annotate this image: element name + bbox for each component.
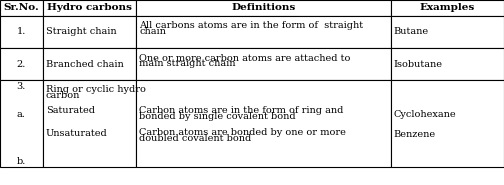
Text: All carbons atoms are in the form of  straight: All carbons atoms are in the form of str… (139, 21, 363, 30)
Text: Benzene: Benzene (394, 130, 436, 139)
Text: 3.: 3. (17, 82, 26, 91)
Text: main straight chain: main straight chain (139, 59, 235, 68)
Text: Carbon atoms are bonded by one or more: Carbon atoms are bonded by one or more (139, 128, 346, 137)
Bar (391, 0, 504, 16)
Text: Sr.No.: Sr.No. (4, 3, 39, 12)
Text: Straight chain: Straight chain (46, 27, 116, 36)
Text: Branched chain: Branched chain (46, 60, 123, 69)
Bar (391, 48, 504, 80)
Bar (43, 80, 136, 166)
Bar (391, 80, 504, 166)
Text: Unsaturated: Unsaturated (46, 129, 108, 138)
Text: Carbon atoms are in the form of ring and: Carbon atoms are in the form of ring and (139, 106, 344, 115)
Text: carbon: carbon (46, 91, 80, 100)
Text: a.: a. (17, 110, 26, 119)
Bar (136, 48, 391, 80)
Text: Definitions: Definitions (231, 3, 295, 12)
Bar (43, 48, 136, 80)
Bar (0, 48, 43, 80)
Text: Cyclohexane: Cyclohexane (394, 110, 456, 119)
Bar (136, 80, 391, 166)
Bar (0, 0, 43, 16)
Bar (136, 16, 391, 48)
Text: 1.: 1. (17, 27, 26, 36)
Text: b.: b. (17, 157, 26, 166)
Text: 2.: 2. (17, 60, 26, 69)
Bar (136, 0, 391, 16)
Text: Butane: Butane (394, 27, 429, 36)
Text: doubled covalent bond: doubled covalent bond (139, 134, 251, 143)
Bar (43, 0, 136, 16)
Bar (391, 16, 504, 48)
Text: Ring or cyclic hydro: Ring or cyclic hydro (46, 85, 146, 94)
Bar (0, 80, 43, 166)
Text: Isobutane: Isobutane (394, 60, 443, 69)
Text: Saturated: Saturated (46, 106, 95, 115)
Text: One or more carbon atoms are attached to: One or more carbon atoms are attached to (139, 54, 350, 63)
Bar (0, 16, 43, 48)
Bar (43, 16, 136, 48)
Text: chain: chain (139, 27, 166, 36)
Text: Examples: Examples (420, 3, 475, 12)
Text: Hydro carbons: Hydro carbons (47, 3, 132, 12)
Text: bonded by single covalent bond: bonded by single covalent bond (139, 112, 296, 121)
